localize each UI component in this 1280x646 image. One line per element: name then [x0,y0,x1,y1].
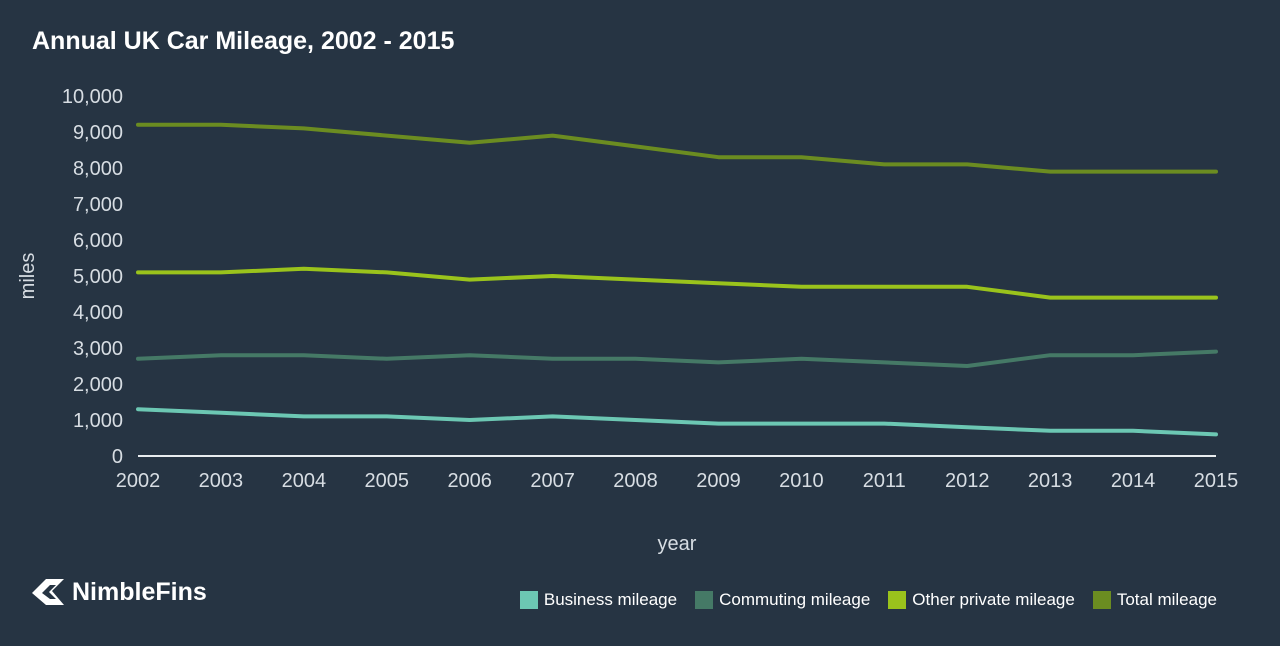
legend: Business mileage Commuting mileage Other p… [502,590,1217,610]
x-tick-label: 2010 [779,470,824,492]
legend-swatch [888,591,907,609]
legend-label: Other private mileage [912,590,1075,609]
y-tick-label: 3,000 [73,338,123,360]
legend-item: Other private mileage [888,590,1075,610]
series-line-commuting-mileage [136,349,1218,368]
series-line-business-mileage [136,407,1218,437]
x-tick-label: 2009 [696,470,741,492]
x-tick-label: 2006 [447,470,492,492]
series-line-other-private-mileage [136,266,1218,300]
x-tick-label: 2011 [863,470,906,492]
y-tick-label: 5,000 [73,266,123,288]
brand: NimbleFins [30,576,207,608]
x-tick-label: 2015 [1194,470,1239,492]
y-tick-label: 8,000 [73,158,123,180]
legend-label: Total mileage [1116,590,1217,609]
chart-title: Annual UK Car Mileage, 2002 - 2015 [32,27,455,55]
nimblefins-logo-icon [32,579,64,605]
legend-swatch [519,591,538,609]
x-tick-label: 2008 [613,470,658,492]
x-tick-label: 2005 [365,470,410,492]
y-tick-label: 6,000 [73,230,123,252]
legend-item: Total mileage [1092,590,1217,610]
y-tick-label: 7,000 [73,194,123,216]
y-tick-label: 9,000 [73,122,123,144]
y-tick-label: 2,000 [73,374,123,396]
y-axis-title: miles [17,253,39,300]
x-tick-label: 2014 [1111,470,1156,492]
brand-name: NimbleFins [72,577,207,606]
series-line-total-mileage [136,122,1218,174]
legend-label: Business mileage [543,590,678,609]
legend-item: Business mileage [519,590,678,610]
legend-swatch [1092,591,1111,609]
x-axis-title: year [658,533,697,555]
x-tick-label: 2003 [199,470,244,492]
legend-label: Commuting mileage [719,590,871,609]
x-tick-label: 2004 [282,470,327,492]
x-tick-label: 2012 [945,470,990,492]
legend-item: Commuting mileage [695,590,870,610]
x-tick-label: 2002 [116,470,161,492]
x-tick-label: 2013 [1028,470,1073,492]
y-tick-label: 0 [112,446,123,468]
y-tick-label: 1,000 [73,410,123,432]
y-tick-label: 4,000 [73,302,123,324]
legend-swatch [695,591,714,609]
y-tick-label: 10,000 [62,86,123,108]
x-tick-label: 2007 [530,470,575,492]
